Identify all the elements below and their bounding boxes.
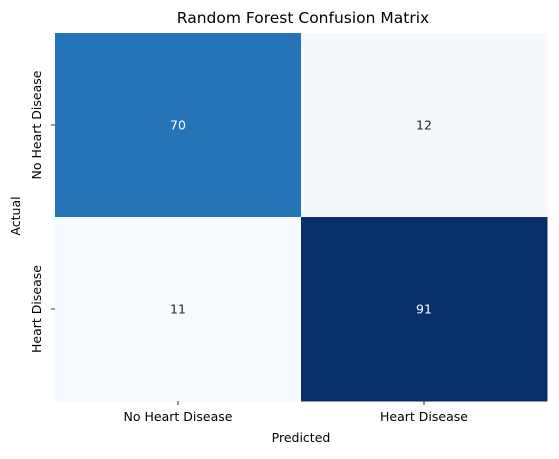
y-axis-title: Actual xyxy=(8,196,23,235)
x-tick-label-0: No Heart Disease xyxy=(124,409,233,424)
heatmap-cell-r1-c1 xyxy=(301,217,548,402)
y-tick-label-1: Heart Disease xyxy=(29,265,44,353)
x-tick-label-1: Heart Disease xyxy=(380,409,468,424)
x-axis-title: Predicted xyxy=(272,430,331,445)
heatmap-cell-r1-c0 xyxy=(55,217,302,402)
heatmap-cell-r0-c0 xyxy=(55,33,302,218)
y-axis: No Heart Disease Heart Disease xyxy=(29,70,55,353)
heatmap-cells xyxy=(55,33,548,402)
x-axis: No Heart Disease Heart Disease xyxy=(124,401,468,424)
cell-value-label-r1-c1: 91 xyxy=(416,302,432,317)
y-tick-label-0: No Heart Disease xyxy=(29,70,44,179)
cell-value-label-r1-c0: 11 xyxy=(170,302,186,317)
heatmap-cell-r0-c1 xyxy=(301,33,548,218)
chart-title: Random Forest Confusion Matrix xyxy=(177,9,429,27)
cell-value-label-r0-c1: 12 xyxy=(416,118,432,133)
cell-value-label-r0-c0: 70 xyxy=(170,118,186,133)
heatmap-annotations: 70 12 11 91 xyxy=(170,118,432,317)
